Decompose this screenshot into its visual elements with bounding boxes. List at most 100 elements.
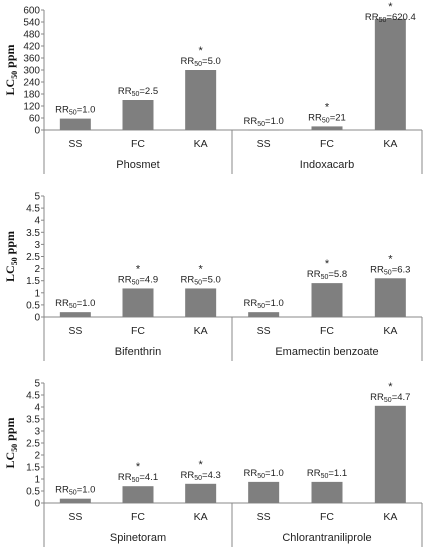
bar-spinetoram-ka — [185, 483, 217, 503]
y-tick-label: 180 — [23, 90, 40, 101]
bar-emamectin-benzoate-ka — [374, 278, 406, 317]
bar-phosmet-ss — [59, 118, 91, 130]
category-label: FC — [131, 325, 145, 337]
bar-spinetoram-ss — [59, 498, 91, 503]
significance-star: * — [136, 461, 141, 473]
y-tick-label: 2.5 — [26, 439, 40, 450]
significance-star: * — [388, 253, 393, 265]
category-label: SS — [257, 325, 271, 337]
category-label: FC — [131, 138, 145, 150]
y-tick-label: 5 — [34, 192, 40, 203]
y-tick-label: 240 — [23, 78, 40, 89]
rr50-label: RR50=4.9 — [118, 274, 158, 286]
category-label: SS — [68, 325, 82, 337]
y-tick-label: 2 — [34, 264, 40, 275]
rr50-label: RR50=1.0 — [55, 485, 95, 497]
significance-star: * — [325, 101, 330, 113]
bar-spinetoram-fc — [122, 486, 154, 503]
rr50-label: RR50=21 — [308, 112, 346, 124]
rr50-label: RR50=2.5 — [118, 86, 158, 98]
y-tick-label: 420 — [23, 42, 40, 53]
bar-indoxacarb-ka — [374, 18, 406, 130]
rr50-label: RR50=1.0 — [244, 468, 284, 480]
panel-label: Phosmet — [116, 159, 159, 171]
y-tick-label: 5 — [34, 379, 40, 390]
significance-star: * — [199, 45, 204, 57]
bar-chlorantraniliprole-ka — [374, 405, 406, 503]
panel-label: Emamectin benzoate — [275, 346, 378, 358]
y-tick-label: 1.5 — [26, 276, 40, 287]
y-tick-label: 120 — [23, 102, 40, 113]
category-label: SS — [257, 511, 271, 523]
rr50-label: RR50=4.1 — [118, 472, 158, 484]
bar-indoxacarb-ss — [248, 129, 280, 131]
y-tick-label: 0 — [34, 313, 40, 324]
significance-star: * — [388, 381, 393, 393]
category-label: SS — [68, 138, 82, 150]
bar-chlorantraniliprole-fc — [311, 481, 343, 503]
panel-label: Bifenthrin — [115, 346, 161, 358]
category-label: FC — [320, 325, 334, 337]
y-tick-label: 3.5 — [26, 415, 40, 426]
bar-phosmet-ka — [185, 70, 217, 130]
significance-star: * — [136, 263, 141, 275]
y-axis-title: LC50 ppm — [3, 231, 19, 282]
rr50-label: RR50=5.0 — [181, 274, 221, 286]
category-label: FC — [131, 511, 145, 523]
bar-phosmet-fc — [122, 100, 154, 130]
y-tick-label: 1 — [34, 288, 40, 299]
panel-label: Chlorantraniliprole — [282, 532, 371, 544]
panel-label: Spinetoram — [110, 532, 166, 544]
category-label: KA — [383, 138, 397, 150]
y-tick-label: 0 — [34, 126, 40, 137]
y-tick-label: 300 — [23, 66, 40, 77]
y-tick-label: 60 — [29, 114, 41, 125]
significance-star: * — [199, 263, 204, 275]
rr50-label: RR50=4.7 — [370, 392, 410, 404]
y-tick-label: 4.5 — [26, 391, 40, 402]
significance-star: * — [325, 258, 330, 270]
y-tick-label: 3 — [34, 427, 40, 438]
category-label: KA — [194, 138, 208, 150]
bar-bifenthrin-ss — [59, 312, 91, 317]
y-tick-label: 4 — [34, 216, 40, 227]
significance-star: * — [199, 459, 204, 471]
category-label: SS — [257, 138, 271, 150]
rr50-label: RR50=6.3 — [370, 264, 410, 276]
rr50-label: RR50=5.0 — [181, 56, 221, 68]
rr50-label: RR50=1.0 — [244, 298, 284, 310]
y-tick-label: 0.5 — [26, 487, 40, 498]
y-tick-label: 480 — [23, 30, 40, 41]
category-label: SS — [68, 511, 82, 523]
y-tick-label: 4 — [34, 403, 40, 414]
category-label: KA — [194, 511, 208, 523]
y-tick-label: 3.5 — [26, 228, 40, 239]
bar-bifenthrin-ka — [185, 288, 217, 317]
category-label: FC — [320, 138, 334, 150]
rr50-label: RR50=4.3 — [181, 470, 221, 482]
bar-emamectin-benzoate-ss — [248, 312, 280, 317]
rr50-label: RR50=1.0 — [244, 116, 284, 128]
y-tick-label: 0 — [34, 499, 40, 510]
category-label: KA — [383, 511, 397, 523]
y-axis-title: LC50 ppm — [3, 44, 19, 95]
rr50-label: RR50=5.8 — [307, 269, 347, 281]
y-tick-label: 2.5 — [26, 252, 40, 263]
rr50-label: RR50=620.4 — [365, 12, 416, 24]
rr50-label: RR50=1.0 — [55, 298, 95, 310]
rr50-label: RR50=1.0 — [55, 105, 95, 117]
panel-label: Indoxacarb — [300, 159, 354, 171]
bar-indoxacarb-fc — [311, 126, 343, 130]
y-tick-label: 4.5 — [26, 204, 40, 215]
y-tick-label: 360 — [23, 54, 40, 65]
y-tick-label: 2 — [34, 451, 40, 462]
y-tick-label: 1 — [34, 475, 40, 486]
bar-chlorantraniliprole-ss — [248, 481, 280, 503]
bar-emamectin-benzoate-fc — [311, 283, 343, 317]
y-tick-label: 0.5 — [26, 300, 40, 311]
rr50-label: RR50=1.1 — [307, 468, 347, 480]
y-tick-label: 540 — [23, 18, 40, 29]
bar-bifenthrin-fc — [122, 288, 154, 317]
category-label: FC — [320, 511, 334, 523]
